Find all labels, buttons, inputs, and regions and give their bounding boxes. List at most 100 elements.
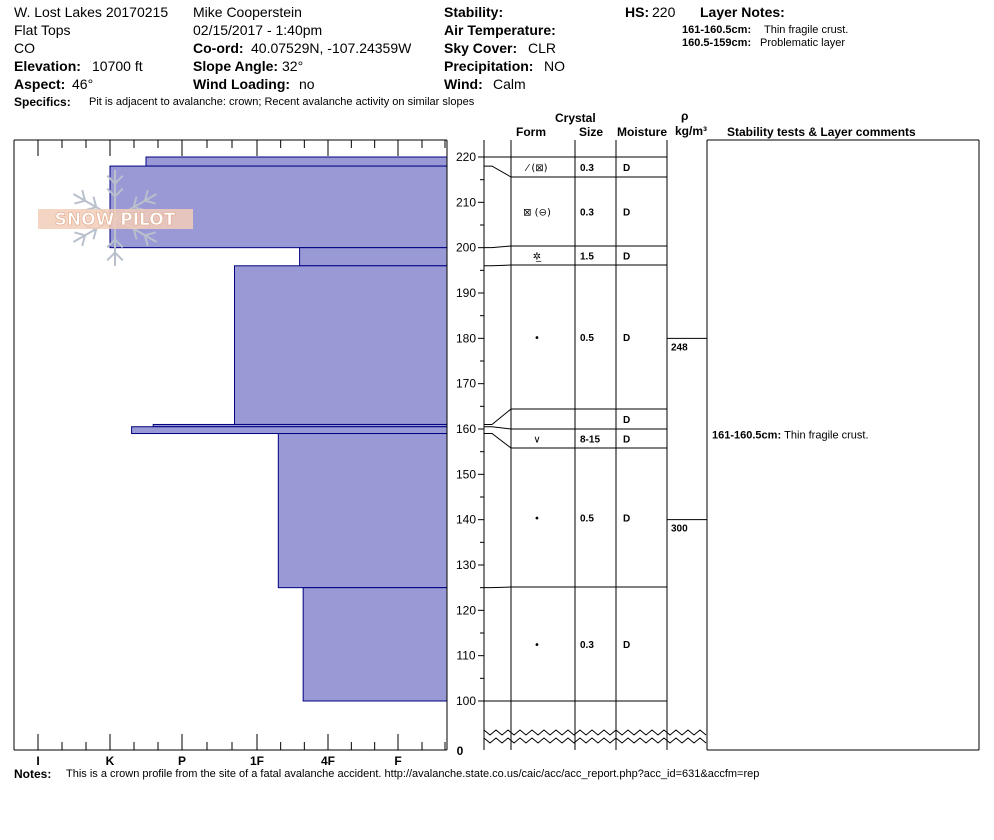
height-tick-label: 0 bbox=[457, 744, 464, 758]
height-tick-label: 170 bbox=[456, 377, 476, 391]
flake-branch bbox=[106, 174, 116, 185]
wind-loading-value: no bbox=[299, 76, 315, 92]
flake-branch bbox=[132, 228, 138, 240]
wind-loading-label: Wind Loading: bbox=[193, 76, 291, 92]
crystal-size: 0.5 bbox=[580, 514, 594, 525]
rho-header: ρ bbox=[681, 109, 689, 123]
moisture: D bbox=[623, 640, 630, 651]
hardness-tick-label: P bbox=[178, 754, 186, 768]
range: Flat Tops bbox=[14, 22, 71, 38]
moisture: D bbox=[623, 252, 630, 263]
flake-branch bbox=[74, 231, 86, 237]
notes-label: Notes: bbox=[14, 767, 52, 781]
slope-value: 32° bbox=[282, 58, 304, 74]
layer-note-text: Problematic layer bbox=[760, 37, 845, 49]
hardness-tick-label: F bbox=[394, 754, 401, 768]
hardness-bar bbox=[277, 433, 448, 589]
air-temp-label: Air Temperature: bbox=[444, 22, 556, 38]
density-value: 248 bbox=[671, 342, 688, 353]
crystal-size: 8-15 bbox=[580, 435, 600, 446]
flake-branch bbox=[144, 231, 156, 237]
precip-value: NO bbox=[544, 58, 565, 74]
flake-branch bbox=[144, 199, 156, 205]
layer-note-range: 160.5-159cm: bbox=[682, 37, 752, 49]
flake-branch bbox=[143, 235, 149, 247]
flake-branch bbox=[132, 196, 138, 208]
height-tick-label: 180 bbox=[456, 331, 476, 345]
moisture: D bbox=[623, 163, 630, 174]
layer-connector bbox=[484, 165, 512, 178]
hardness-tick-label: 1F bbox=[250, 754, 264, 768]
svg-text:SNOW PILOT: SNOW PILOT bbox=[55, 210, 176, 230]
coord-value: 40.07529N, -107.24359W bbox=[251, 40, 412, 56]
moisture: D bbox=[623, 435, 630, 446]
comments-header: Stability tests & Layer comments bbox=[727, 125, 916, 139]
state: CO bbox=[14, 40, 35, 56]
axis-break bbox=[483, 737, 707, 744]
layer-connector bbox=[484, 245, 512, 249]
moisture-header: Moisture bbox=[617, 125, 668, 139]
sky-label: Sky Cover: bbox=[444, 40, 518, 56]
height-tick-label: 160 bbox=[456, 422, 476, 436]
form-header: Form bbox=[516, 125, 546, 139]
flake-branch bbox=[106, 251, 116, 262]
observer: Mike Cooperstein bbox=[193, 4, 302, 20]
moisture: D bbox=[623, 333, 630, 344]
slope-label: Slope Angle: bbox=[193, 58, 279, 74]
crystal-header: Crystal bbox=[555, 111, 596, 125]
specifics-value: Pit is adjacent to avalanche: crown; Rec… bbox=[89, 96, 475, 108]
height-tick-label: 140 bbox=[456, 513, 476, 527]
moisture: D bbox=[623, 208, 630, 219]
moisture: D bbox=[623, 514, 630, 525]
layer-connector bbox=[484, 408, 512, 425]
flake-branch bbox=[106, 187, 116, 198]
datetime: 02/15/2017 - 1:40pm bbox=[193, 22, 323, 38]
layer-connector bbox=[484, 264, 512, 267]
size-header: Size bbox=[579, 125, 604, 139]
layer-note-text: Thin fragile crust. bbox=[764, 24, 849, 36]
height-tick-label: 110 bbox=[456, 649, 475, 663]
aspect-label: Aspect: bbox=[14, 76, 66, 92]
crystal-form: • bbox=[534, 514, 540, 525]
height-tick-label: 190 bbox=[456, 286, 476, 300]
crystal-form: ∨ bbox=[533, 435, 540, 446]
coord-label: Co-ord: bbox=[193, 40, 244, 56]
crystal-size: 0.3 bbox=[580, 163, 594, 174]
axis-break bbox=[483, 729, 707, 736]
layer-connector bbox=[484, 426, 512, 430]
flake-branch bbox=[114, 238, 124, 249]
crystal-form: • bbox=[534, 640, 540, 651]
flake-branch bbox=[114, 187, 124, 198]
flake-branch bbox=[114, 174, 124, 185]
crystal-form: • bbox=[534, 333, 540, 344]
layer-connector bbox=[484, 433, 512, 449]
flake-branch bbox=[106, 238, 116, 249]
flake-branch bbox=[114, 251, 124, 262]
hardness-bar bbox=[302, 587, 448, 702]
flake-branch bbox=[81, 189, 87, 201]
height-tick-label: 200 bbox=[456, 241, 476, 255]
hardness-bar bbox=[234, 265, 448, 425]
notes-text: This is a crown profile from the site of… bbox=[66, 768, 760, 780]
precip-label: Precipitation: bbox=[444, 58, 534, 74]
moisture: D bbox=[623, 415, 630, 426]
sky-value: CLR bbox=[528, 40, 557, 56]
height-tick-label: 100 bbox=[456, 694, 476, 708]
layer-connector bbox=[484, 586, 512, 589]
hs-value: 220 bbox=[652, 4, 676, 20]
hardness-tick-label: K bbox=[106, 754, 115, 768]
pit-name: W. Lost Lakes 20170215 bbox=[14, 4, 169, 20]
crystal-size: 0.3 bbox=[580, 640, 594, 651]
layer-notes-label: Layer Notes: bbox=[700, 4, 785, 20]
crystal-form: ✲̲ bbox=[533, 252, 542, 263]
crystal-form: ⊠ (⊖) bbox=[523, 208, 551, 219]
hardness-tick-label: 4F bbox=[321, 754, 335, 768]
stability-label: Stability: bbox=[444, 4, 504, 20]
hardness-tick-label: I bbox=[36, 754, 39, 768]
hardness-bar bbox=[299, 247, 448, 267]
height-tick-label: 130 bbox=[456, 558, 476, 572]
layer-note-range: 161-160.5cm: bbox=[682, 24, 752, 36]
crystal-size: 1.5 bbox=[580, 252, 594, 263]
elevation-label: Elevation: bbox=[14, 58, 81, 74]
